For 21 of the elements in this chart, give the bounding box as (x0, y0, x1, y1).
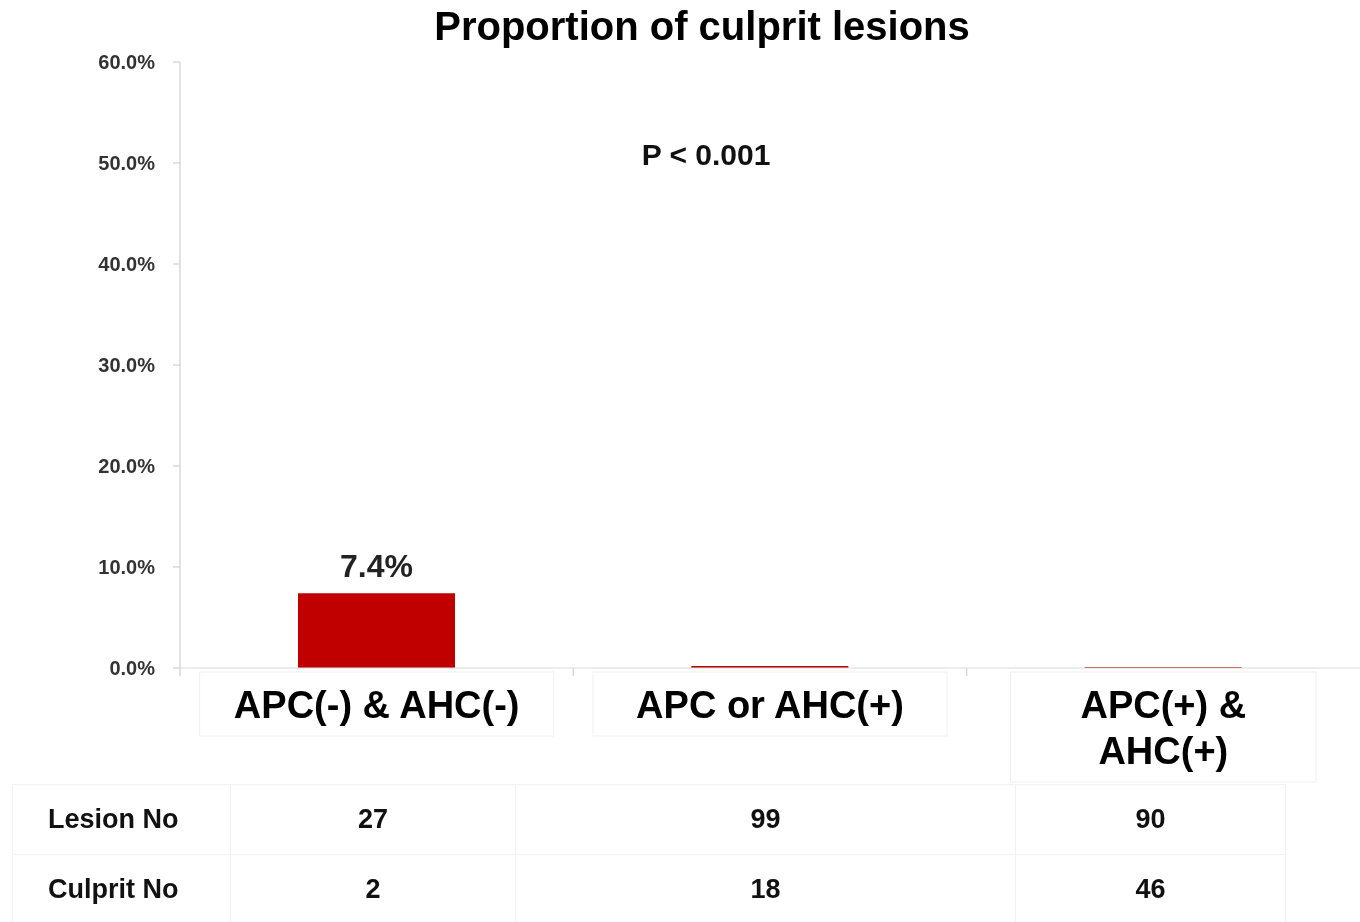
x-tick-label: APC or AHC(+) (636, 684, 904, 726)
y-tick-label: 30.0% (98, 354, 156, 377)
y-tick-label: 50.0% (98, 152, 156, 175)
y-tick-label: 40.0% (98, 253, 156, 276)
text: 2 (230, 854, 516, 922)
text: Lesion No (12, 784, 231, 855)
text: Culprit No (12, 854, 231, 922)
text: 90 (1015, 784, 1286, 855)
chart-title: Proportion of culprit lesions (433, 4, 971, 49)
y-tick-label: 10.0% (98, 556, 156, 579)
x-tick-label: APC(-) & AHC(-) (233, 684, 520, 726)
text: 27 (230, 784, 516, 855)
annotation: P < 0.001 (640, 138, 772, 172)
data-label: 7.4% (340, 548, 413, 585)
y-tick-label: 0.0% (109, 657, 156, 680)
text: 99 (515, 784, 1016, 855)
text: 18 (515, 854, 1016, 922)
y-tick-label: 60.0% (98, 51, 156, 74)
text: 46 (1015, 854, 1286, 922)
y-tick-label: 20.0% (98, 455, 156, 478)
x-tick-label: APC(+) & AHC(+) (1080, 684, 1247, 772)
